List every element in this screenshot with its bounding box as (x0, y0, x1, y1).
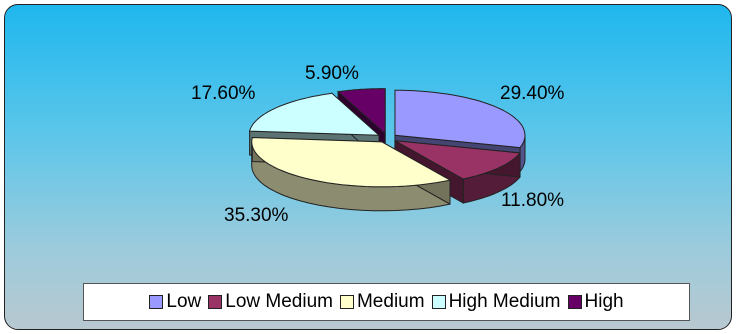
legend-swatch-low (149, 295, 164, 309)
legend-item-medium: Medium (339, 291, 425, 313)
legend: Low Low Medium Medium High Medium High (83, 283, 690, 321)
legend-swatch-medium (339, 295, 354, 309)
data-label-high-medium: 17.60% (191, 83, 256, 104)
slice-top (251, 137, 452, 188)
pie-slice-medium (251, 137, 452, 212)
legend-label-medium: Medium (356, 291, 425, 312)
chart-area: 29.40% 11.80% 35.30% 17.60% 5.90% Low Lo… (4, 4, 732, 330)
legend-item-high: High (567, 291, 624, 313)
slice-top (336, 88, 386, 135)
data-label-medium: 35.30% (224, 205, 289, 226)
slice-top (394, 140, 521, 180)
slice-top (248, 92, 381, 136)
legend-item-low-medium: Low Medium (208, 291, 333, 313)
pie-plot (248, 88, 526, 212)
legend-item-high-medium: High Medium (431, 291, 561, 313)
legend-swatch-high (567, 295, 582, 309)
slice-top (394, 89, 526, 149)
legend-item-low: Low (149, 291, 201, 313)
legend-label-low: Low (166, 291, 202, 312)
data-label-low: 29.40% (500, 83, 565, 104)
data-label-high: 5.90% (305, 63, 359, 84)
legend-swatch-high-medium (431, 295, 446, 309)
legend-label-low-medium: Low Medium (225, 291, 333, 312)
legend-label-high: High (584, 291, 624, 312)
legend-swatch-low-medium (208, 295, 223, 309)
data-label-low-medium: 11.80% (501, 190, 565, 211)
legend-label-high-medium: High Medium (448, 291, 561, 312)
